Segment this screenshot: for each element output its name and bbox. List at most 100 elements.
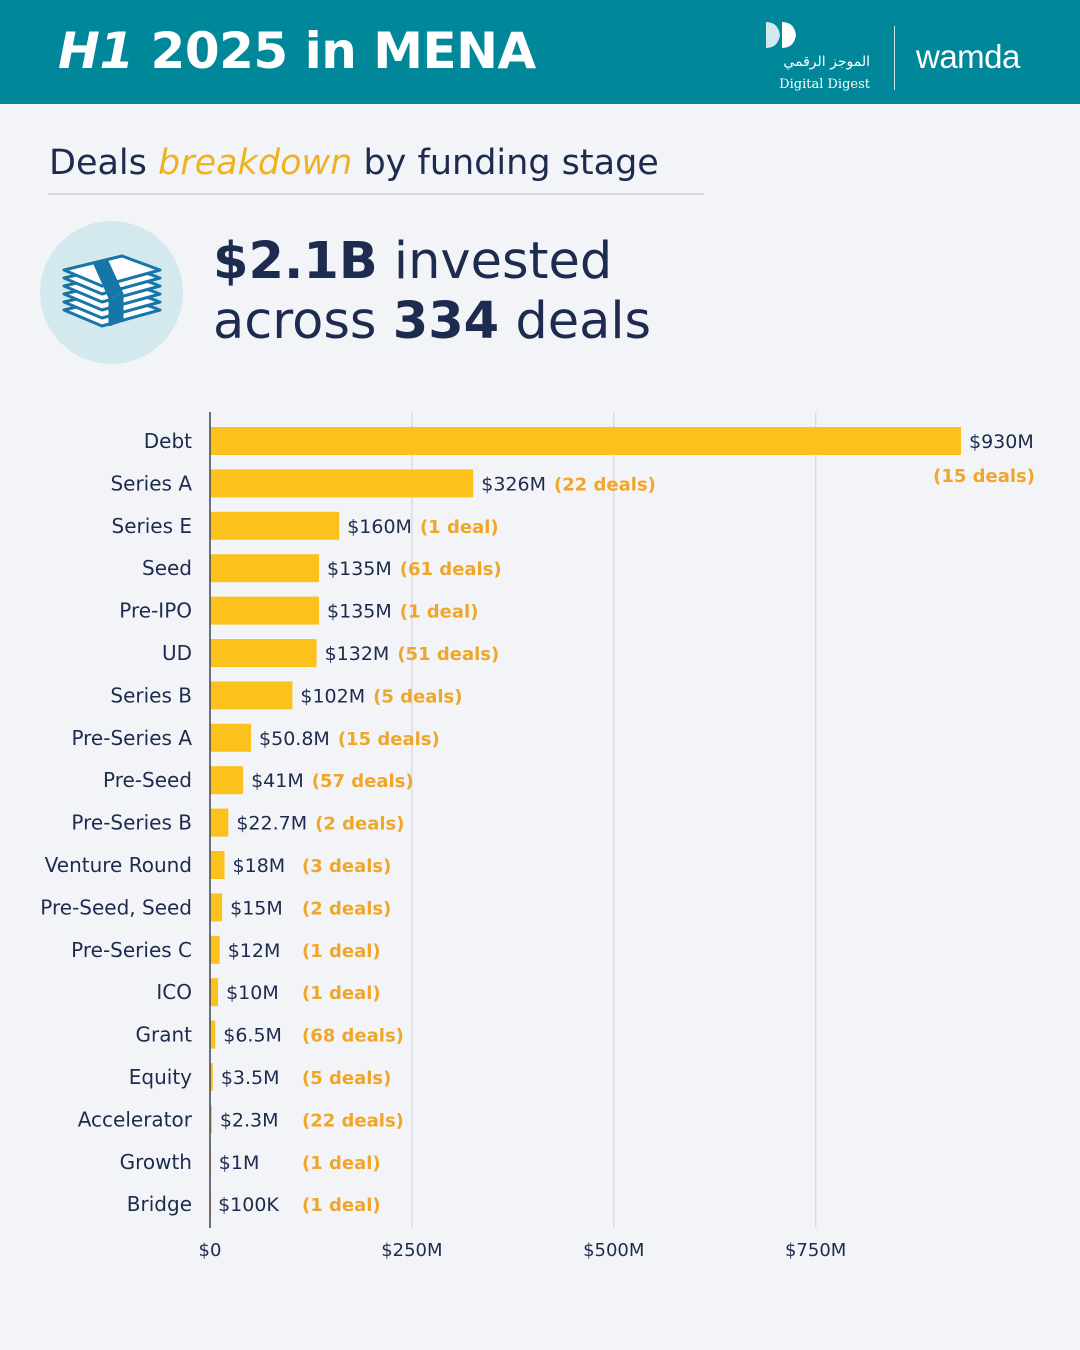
value-label: $6.5M: [223, 1025, 282, 1047]
deal-count-label: (1 deal): [302, 983, 381, 1004]
bar: [210, 1105, 212, 1134]
bar: [210, 1063, 213, 1091]
value-label: $160M: [347, 516, 412, 538]
deal-count-label: (22 deals): [554, 474, 656, 495]
deal-count-label: (3 deals): [302, 856, 391, 877]
value-label: $102M: [300, 685, 365, 707]
headline-line-1: $2.1B invested: [213, 232, 651, 292]
category-label: ICO: [156, 980, 192, 1004]
bar: [210, 978, 219, 1007]
value-label: $2.3M: [220, 1109, 279, 1131]
x-tick-label: $0: [199, 1240, 222, 1261]
value-label: $930M: [969, 431, 1034, 453]
deal-count-label: (68 deals): [302, 1026, 404, 1047]
logo-text: Digital Digest: [779, 77, 870, 92]
category-label: Series A: [110, 471, 192, 495]
headline-invested: invested: [377, 232, 613, 291]
deal-count-label: (1 deal): [302, 941, 381, 962]
category-label: Equity: [129, 1065, 192, 1089]
deal-count-label: (57 deals): [312, 771, 414, 792]
deal-count-label: (5 deals): [373, 686, 462, 707]
logo-divider: [894, 26, 895, 90]
value-label: $100K: [218, 1194, 279, 1216]
deal-count-label: (51 deals): [397, 644, 499, 665]
value-label: $135M: [327, 558, 392, 580]
deal-count-label: (15 deals): [338, 729, 440, 750]
category-label: Bridge: [127, 1192, 192, 1216]
deal-count-label: (1 deal): [302, 1153, 381, 1174]
bar: [210, 935, 220, 964]
page-title: H1 2025 in MENA: [58, 22, 536, 80]
headline: $2.1B invested across 334 deals: [213, 232, 651, 352]
value-label: $50.8M: [259, 728, 330, 750]
bar: [210, 596, 320, 625]
title-rest: 2025 in MENA: [133, 22, 537, 80]
category-label: Pre-Series B: [71, 811, 192, 835]
category-label: Series B: [110, 683, 192, 707]
title-period: H1: [58, 22, 134, 80]
deal-count-label: (15 deals): [933, 466, 1035, 487]
subtitle-emphasis: breakdown: [158, 143, 353, 183]
category-label: Pre-Seed: [103, 768, 192, 792]
value-label: $41M: [251, 770, 304, 792]
value-label: $15M: [230, 897, 283, 919]
bar: [210, 639, 317, 667]
bar: [210, 851, 225, 879]
headline-amount: $2.1B: [213, 232, 378, 291]
headline-deals: deals: [499, 292, 652, 351]
value-label: $22.7M: [236, 813, 307, 835]
value-label: $132M: [325, 643, 390, 665]
category-label: Debt: [144, 429, 192, 453]
digital-digest-logo-icon: [766, 22, 796, 48]
money-stack-icon: [62, 254, 162, 328]
bar: [210, 554, 320, 583]
bar: [210, 808, 229, 837]
category-label: Accelerator: [78, 1107, 193, 1131]
bar: [210, 427, 961, 455]
deal-count-label: (1 deal): [420, 517, 499, 538]
headline-across: across: [213, 292, 393, 351]
bar: [210, 766, 244, 795]
deal-count-label: (1 deal): [400, 602, 479, 623]
bar: [210, 681, 293, 710]
deal-count-label: (61 deals): [400, 559, 502, 580]
category-label: UD: [162, 641, 192, 665]
brand-logo: wamda: [916, 38, 1020, 75]
subtitle-after: by funding stage: [352, 143, 659, 183]
deal-count-label: (2 deals): [315, 814, 404, 835]
category-label: Seed: [142, 556, 192, 580]
x-tick-label: $500M: [583, 1240, 644, 1261]
category-label: Pre-Seed, Seed: [40, 895, 192, 919]
deal-count-label: (2 deals): [302, 898, 391, 919]
deal-count-label: (1 deal): [302, 1195, 381, 1216]
category-label: Pre-Series A: [71, 726, 192, 750]
subtitle-before: Deals: [49, 143, 159, 183]
subtitle-divider: [48, 193, 704, 195]
category-label: Pre-Series C: [71, 938, 192, 962]
headline-line-2: across 334 deals: [213, 292, 651, 352]
header-bar: H1 2025 in MENA الموجز الرقمي Digital Di…: [0, 0, 1080, 104]
value-label: $1M: [219, 1152, 260, 1174]
value-label: $3.5M: [221, 1067, 280, 1089]
bar: [210, 1020, 216, 1049]
category-label: Grant: [136, 1023, 193, 1047]
bar: [210, 893, 223, 922]
value-label: $12M: [228, 940, 281, 962]
value-label: $18M: [233, 855, 286, 877]
value-label: $326M: [481, 473, 546, 495]
value-label: $10M: [226, 982, 279, 1004]
chart-subtitle: Deals breakdown by funding stage: [49, 143, 659, 183]
deal-count-label: (5 deals): [302, 1068, 391, 1089]
category-label: Pre-IPO: [119, 599, 192, 623]
category-label: Growth: [120, 1150, 192, 1174]
bar: [210, 511, 340, 540]
x-tick-label: $750M: [785, 1240, 846, 1261]
x-tick-label: $250M: [381, 1240, 442, 1261]
headline-deal-count: 334: [392, 292, 500, 351]
deal-count-label: (22 deals): [302, 1110, 404, 1131]
bar: [210, 469, 474, 498]
bar: [210, 723, 252, 752]
category-label: Series E: [112, 514, 193, 538]
logo-arabic-text: الموجز الرقمي: [783, 54, 870, 70]
